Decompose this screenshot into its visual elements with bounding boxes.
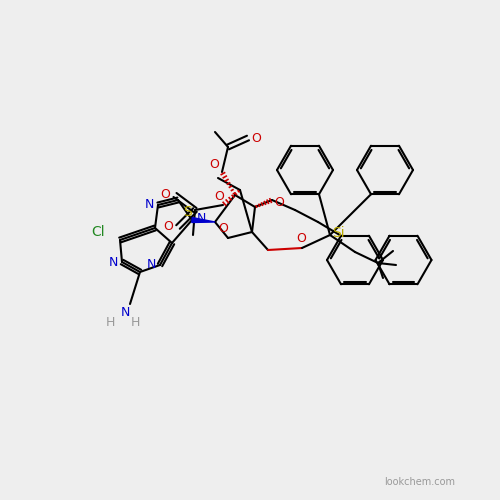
Text: S: S: [182, 205, 192, 219]
Polygon shape: [192, 218, 215, 222]
Text: O: O: [209, 158, 219, 170]
Text: N: N: [146, 258, 156, 272]
Text: H: H: [130, 316, 140, 328]
Text: N: N: [108, 256, 118, 268]
Text: N: N: [120, 306, 130, 318]
Text: O: O: [163, 220, 173, 234]
Text: lookchem.com: lookchem.com: [384, 477, 456, 487]
Text: O: O: [251, 132, 261, 144]
Text: Si: Si: [332, 226, 344, 240]
Text: O: O: [296, 232, 306, 244]
Text: N: N: [196, 212, 205, 226]
Text: O: O: [274, 196, 284, 208]
Text: O: O: [218, 222, 228, 234]
Text: Cl: Cl: [91, 225, 105, 239]
Text: N: N: [144, 198, 154, 210]
Text: H: H: [106, 316, 114, 328]
Text: O: O: [214, 190, 224, 202]
Text: O: O: [160, 188, 170, 202]
